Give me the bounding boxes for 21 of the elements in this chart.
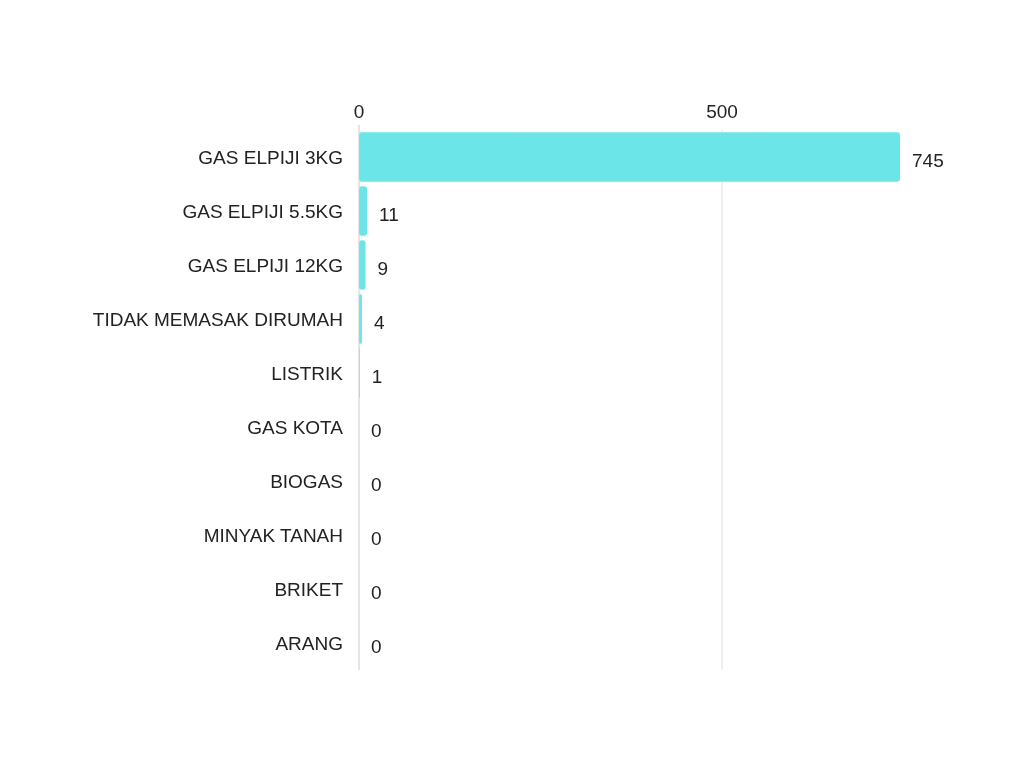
y-tick-label: BRIKET bbox=[274, 578, 344, 600]
y-tick-label: GAS KOTA bbox=[247, 416, 344, 438]
data-label: 0 bbox=[371, 527, 382, 549]
y-tick-label: LISTRIK bbox=[271, 362, 344, 384]
y-tick-label: GAS ELPIJI 3KG bbox=[198, 146, 343, 168]
y-tick-label: ARANG bbox=[275, 632, 343, 654]
data-label: 745 bbox=[912, 149, 944, 171]
data-label: 9 bbox=[377, 257, 389, 279]
x-tick-label: 500 bbox=[706, 101, 738, 122]
data-label: 0 bbox=[371, 581, 382, 603]
y-tick-label: MINYAK TANAH bbox=[203, 524, 343, 546]
data-label: 0 bbox=[371, 419, 382, 441]
y-tick-label: BIOGAS bbox=[270, 470, 343, 492]
y-tick-label: GAS ELPIJI 12KG bbox=[187, 254, 343, 276]
data-label: 0 bbox=[371, 635, 382, 657]
data-label: 0 bbox=[371, 473, 382, 495]
y-tick-label: GAS ELPIJI 5.5KG bbox=[182, 200, 343, 222]
data-label: 1 bbox=[371, 365, 383, 387]
data-label: 4 bbox=[373, 311, 385, 333]
data-label: 11 bbox=[378, 203, 399, 225]
y-tick-label: TIDAK MEMASAK DIRUMAH bbox=[92, 308, 343, 330]
